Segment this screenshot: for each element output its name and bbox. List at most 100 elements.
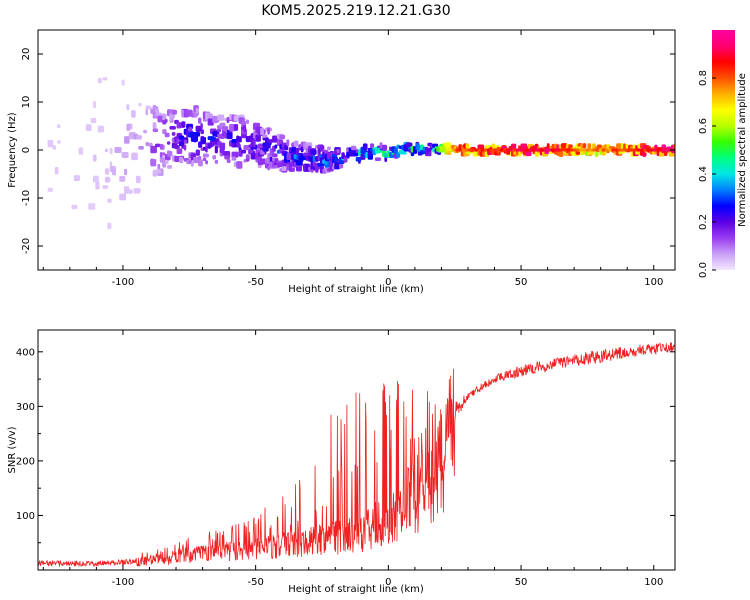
spectrogram-cell: [150, 159, 157, 167]
spectrogram-ridge-cell: [563, 148, 567, 152]
spectrogram-cell: [121, 79, 125, 86]
spectrogram-ridge-cell: [474, 148, 478, 152]
spectrogram-ridge-cell: [458, 148, 462, 152]
spectrogram-cell: [350, 145, 357, 151]
spectrogram-cell: [257, 143, 264, 150]
spectrogram-cell: [362, 154, 366, 159]
spectrogram-cell: [293, 140, 299, 147]
spectrogram-cell: [107, 222, 112, 230]
spectrogram-ridge-cell: [442, 148, 446, 152]
spectrogram-cell: [319, 157, 323, 164]
spectrogram-ridge-cell: [643, 148, 647, 152]
spectrogram-cell: [389, 146, 393, 152]
spectrogram-cell: [162, 113, 167, 121]
spectrogram-ridge-cell: [525, 148, 529, 152]
spectrogram-ridge-cell: [477, 148, 481, 152]
spectrogram-cell: [207, 144, 211, 149]
spectrogram-ridge-cell: [464, 148, 469, 152]
chart-title: KOM5.2025.219.12.21.G30: [261, 3, 450, 19]
spectrogram-cell: [241, 149, 247, 154]
spectrogram-cell: [102, 77, 108, 81]
spectrogram-cell: [580, 143, 584, 149]
spectrogram-ridge-cell: [490, 148, 494, 152]
spectrogram-ridge-cell: [659, 148, 663, 152]
spectrogram-cell: [601, 150, 606, 156]
spectrogram-cell: [217, 114, 225, 121]
spectrogram-cell: [97, 77, 102, 84]
colorbar-label: Normalized spectral amplitude: [737, 73, 748, 227]
spectrogram-cell: [143, 129, 148, 134]
spectrogram-ridge-cell: [624, 148, 628, 152]
spectrogram-cell: [312, 161, 316, 167]
spectrogram-ridge-cell: [627, 148, 631, 152]
spectrogram-cell: [193, 135, 197, 143]
snr-x-ticks: -100 -50 0 50 100: [42, 330, 663, 588]
snr-y-tick-label: 400: [16, 347, 35, 358]
spectrogram-cell: [200, 137, 207, 145]
spectrogram-cell: [286, 163, 289, 171]
spectrogram-cell: [305, 163, 309, 171]
spectrogram-cell: [209, 140, 215, 146]
spectrogram-x-tick-label: 0: [385, 277, 391, 288]
spectrogram-cell: [164, 118, 168, 123]
spectrogram-cell: [195, 131, 201, 137]
spectrogram-cell: [126, 104, 130, 111]
colorbar-tick-label: 0.2: [698, 214, 709, 230]
spectrogram-cell: [233, 161, 237, 167]
spectrogram-ridge-cell: [483, 148, 488, 152]
spectrogram-cell: [334, 156, 337, 163]
spectrogram-cell: [102, 185, 109, 189]
spectrogram-cell: [226, 158, 231, 164]
spectrogram-ridge-cell: [496, 148, 501, 152]
spectrogram-cell: [159, 143, 164, 150]
spectrogram-cell: [224, 151, 229, 157]
spectrogram-cell: [405, 142, 413, 148]
spectrogram-y-tick-label: 0: [21, 147, 32, 153]
spectrogram-cell: [174, 156, 181, 162]
spectrogram-cell: [202, 157, 207, 162]
spectrogram-cell: [343, 157, 348, 163]
spectrogram-cell: [286, 139, 290, 147]
snr-x-tick-label: -50: [247, 577, 263, 588]
spectrogram-cell: [159, 152, 163, 158]
spectrogram-ridge-cell: [522, 148, 526, 152]
spectrogram-cell: [534, 151, 539, 157]
spectrogram-cell: [166, 151, 173, 157]
spectrogram-ridge-cell: [665, 148, 669, 152]
spectrogram-ridge-cell: [550, 148, 555, 152]
spectrogram-ridge-cell: [493, 148, 497, 152]
spectrogram-ridge-cell: [541, 148, 545, 152]
spectrogram-cell: [123, 186, 130, 194]
spectrogram-cell: [188, 126, 193, 132]
spectrogram-cell: [112, 168, 117, 176]
spectrogram-ridge-cell: [512, 148, 517, 152]
spectrogram-cell: [138, 145, 144, 150]
spectrogram-cell: [164, 132, 170, 138]
spectrogram-cell: [224, 155, 230, 160]
spectrogram-ridge-cell: [608, 148, 612, 152]
snr-y-tick-label: 100: [16, 511, 35, 522]
spectrogram-ridge-cell: [579, 148, 583, 152]
spectrogram-cell: [107, 198, 112, 203]
spectrogram-cell: [207, 113, 213, 118]
spectrogram-cell: [267, 142, 271, 149]
spectrogram-cell: [54, 167, 59, 175]
spectrogram-cell: [183, 139, 188, 144]
spectrogram-cell: [637, 143, 641, 149]
spectrogram-cell: [284, 144, 289, 151]
spectrogram-cell: [231, 156, 237, 161]
spectrogram-cell: [205, 146, 208, 153]
spectrogram-cell: [303, 152, 309, 157]
spectrogram-ridge-cell: [592, 148, 596, 152]
spectrogram-cell: [441, 143, 445, 149]
spectrogram-cell: [171, 132, 176, 136]
spectrogram-ridge-cell: [531, 148, 536, 152]
spectrogram-cell: [233, 124, 239, 131]
spectrogram-cell: [152, 128, 159, 133]
spectrogram-cell: [561, 143, 568, 149]
spectrogram-ridge-cell: [633, 148, 638, 152]
spectrogram-cell: [52, 145, 56, 150]
spectrogram-cell: [379, 142, 383, 149]
spectrogram-ridge-cell: [649, 148, 653, 152]
